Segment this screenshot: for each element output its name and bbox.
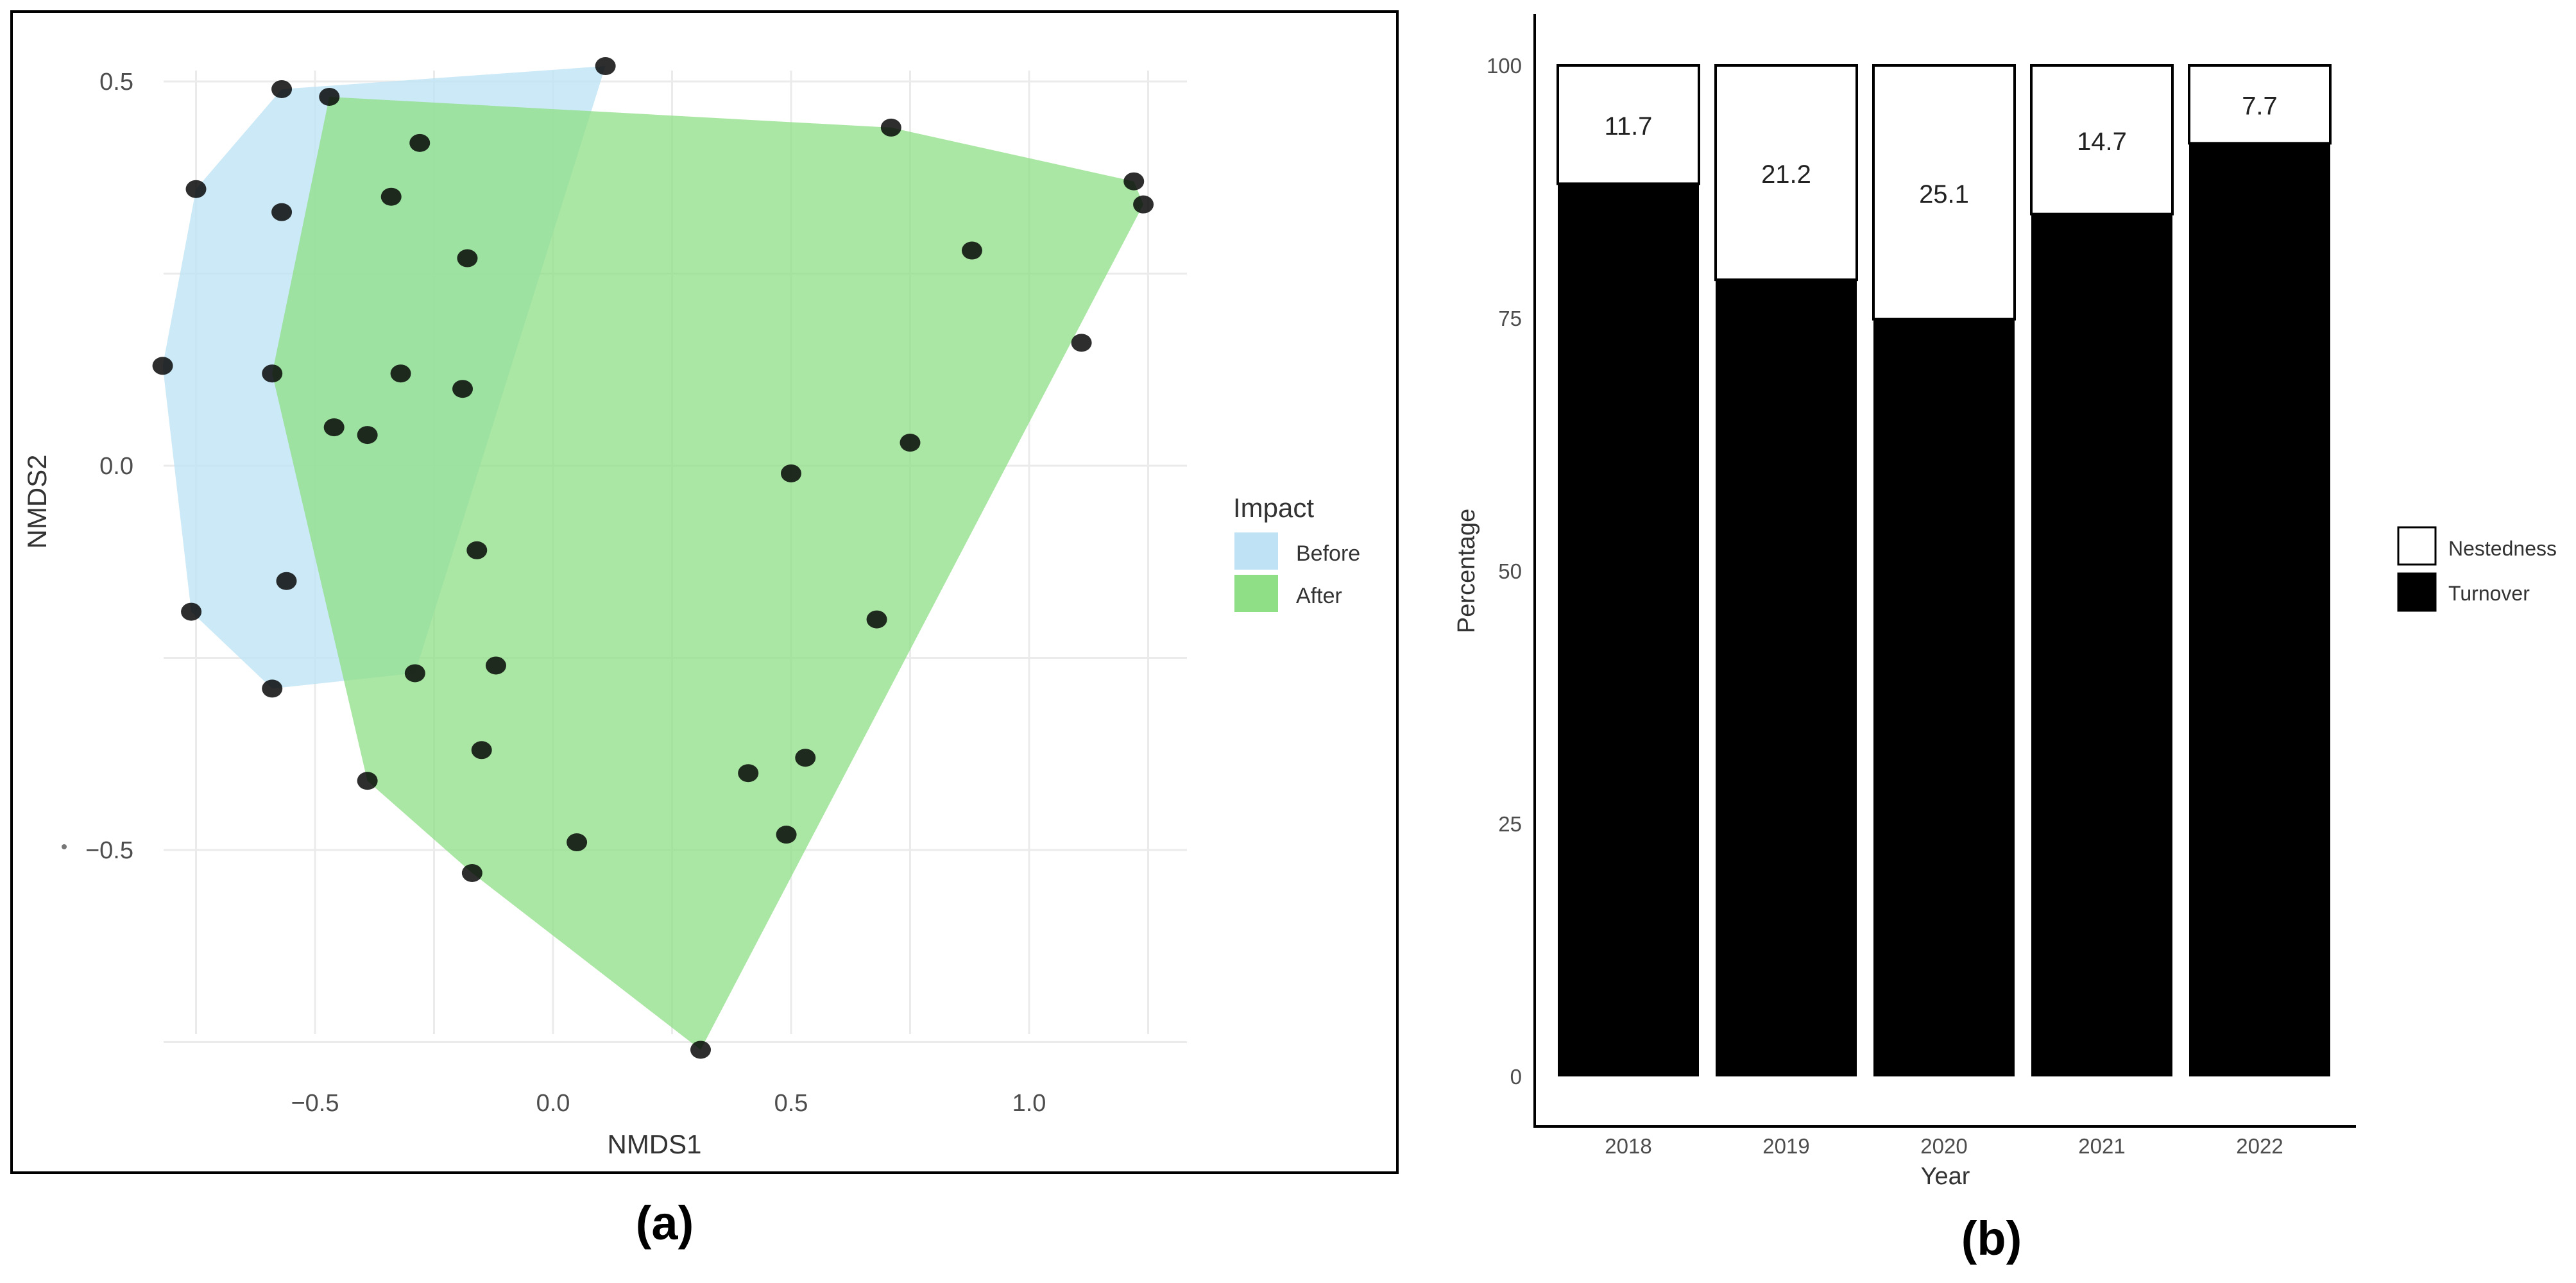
bar-turnover-2020 — [1873, 319, 2015, 1077]
stray-dot — [62, 844, 67, 849]
impact-legend: Impact Before After — [1233, 493, 1360, 612]
y-tick-label: 0.5 — [99, 69, 133, 96]
x-tick-label-b: 2022 — [2236, 1134, 2283, 1158]
scatter-point — [595, 57, 616, 76]
bar-nestedness-2020 — [1872, 64, 2016, 321]
hull-after — [272, 97, 1144, 1050]
scatter-point — [1133, 195, 1154, 214]
scatter-point — [567, 833, 588, 852]
panel-label-a: (a) — [636, 1196, 694, 1250]
bar-nestedness-2018 — [1557, 64, 1700, 185]
bar-turnover-2018 — [1558, 183, 1699, 1077]
y-tick-label-b: 100 — [1487, 54, 1522, 78]
legend-label-after: After — [1296, 584, 1342, 608]
legend-label-nestedness: Nestedness — [2448, 537, 2557, 560]
legend-title-impact: Impact — [1233, 493, 1314, 523]
scatter-point — [357, 426, 378, 445]
scatter-point — [452, 380, 473, 398]
panel-a-points — [152, 57, 1154, 1059]
scatter-point — [961, 241, 982, 260]
scatter-point — [1071, 334, 1092, 352]
x-axis-title-b: Year — [1921, 1163, 1970, 1190]
scatter-point — [271, 203, 293, 221]
scatter-point — [357, 772, 378, 790]
scatter-point — [781, 464, 801, 482]
data-label-2021: 14.7 — [2077, 128, 2127, 156]
scatter-point — [880, 118, 901, 137]
y-tick-label-b: 25 — [1498, 812, 1522, 836]
x-tick-label-b: 2019 — [1762, 1134, 1809, 1158]
x-tick-label-b: 2018 — [1605, 1134, 1651, 1158]
x-tick-label-b: 2020 — [1920, 1134, 1967, 1158]
scatter-point — [457, 249, 478, 268]
x-tick-label-b: 2021 — [2078, 1134, 2125, 1158]
scatter-point — [900, 434, 921, 452]
legend-label-turnover: Turnover — [2448, 582, 2530, 605]
panel-a-y-tick-labels: 0.5 0.0 −0.5 — [85, 69, 133, 864]
panel-label-b: (b) — [1961, 1212, 2022, 1265]
bar-nestedness-2019 — [1714, 64, 1858, 282]
bar-turnover-2019 — [1716, 280, 1857, 1076]
x-tick-label: 1.0 — [1012, 1090, 1046, 1117]
data-label-2022: 7.7 — [2242, 92, 2278, 121]
scatter-point — [738, 764, 759, 783]
scatter-point — [866, 610, 887, 629]
panel-a-hulls — [162, 66, 1144, 1050]
panel-b-y-tick-labels: 0 25 50 75 100 — [1487, 54, 1522, 1089]
scatter-point — [271, 80, 293, 98]
scatter-point — [262, 679, 283, 698]
legend-swatch-turnover — [2397, 572, 2437, 612]
scatter-point — [1123, 172, 1145, 191]
bar-turnover-2022 — [2189, 143, 2330, 1076]
scatter-point — [390, 364, 411, 383]
scatter-point — [262, 364, 283, 383]
component-legend: Nestedness Turnover — [2397, 526, 2557, 612]
y-tick-label: −0.5 — [85, 837, 133, 864]
y-tick-label: 0.0 — [99, 453, 133, 480]
bar-nestedness-2022 — [2188, 64, 2332, 145]
scatter-point — [185, 180, 207, 198]
scatter-point — [776, 826, 797, 844]
x-tick-label: −0.5 — [291, 1090, 339, 1117]
bar-nestedness-2021 — [2030, 64, 2174, 216]
legend-swatch-before — [1234, 532, 1278, 570]
legend-swatch-after — [1234, 575, 1278, 612]
scatter-point — [466, 541, 488, 559]
legend-swatch-nestedness — [2397, 526, 2437, 566]
legend-label-before: Before — [1296, 541, 1360, 566]
panel-b-x-tick-labels: 2018 2019 2020 2021 2022 — [1605, 1134, 2283, 1158]
scatter-point — [323, 418, 345, 437]
scatter-point — [485, 656, 506, 675]
scatter-point — [181, 602, 202, 621]
scatter-point — [471, 741, 492, 760]
x-tick-label: 0.5 — [774, 1090, 808, 1117]
scatter-point — [461, 863, 482, 882]
scatter-point — [795, 749, 816, 767]
scatter-point — [409, 133, 431, 152]
bar-turnover-2021 — [2031, 214, 2172, 1076]
data-label-2019: 21.2 — [1761, 160, 1811, 189]
y-tick-label-b: 0 — [1510, 1065, 1522, 1089]
x-axis-title-a: NMDS1 — [607, 1129, 701, 1159]
scatter-point — [404, 664, 425, 683]
panel-b-bars: 11.7 21.2 25.1 14.7 7.7 — [1557, 64, 2332, 1077]
panel-a-x-tick-labels: −0.5 0.0 0.5 1.0 — [291, 1090, 1046, 1117]
scatter-point — [380, 187, 402, 206]
y-axis-title-b: Percentage — [1453, 509, 1480, 633]
data-label-2020: 25.1 — [1919, 180, 1969, 208]
scatter-point — [690, 1041, 712, 1059]
scatter-point — [152, 357, 173, 375]
y-tick-label-b: 75 — [1498, 307, 1522, 330]
y-tick-label-b: 50 — [1498, 559, 1522, 583]
scatter-point — [276, 572, 297, 590]
scatter-point — [319, 87, 340, 106]
nmds-scatter-panel: −0.5 0.0 0.5 1.0 0.5 0.0 −0.5 NMDS1 NMDS2 Imp… — [10, 10, 1399, 1174]
y-axis-title-a: NMDS2 — [22, 454, 52, 548]
data-label-2018: 11.7 — [1605, 112, 1653, 140]
x-tick-label: 0.0 — [536, 1090, 570, 1117]
